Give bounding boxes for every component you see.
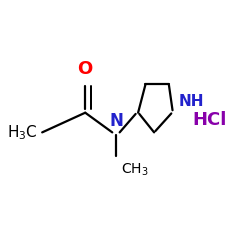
- Text: N: N: [109, 112, 123, 130]
- Text: NH: NH: [179, 94, 204, 109]
- Text: O: O: [78, 60, 93, 78]
- Text: HCl: HCl: [192, 111, 226, 129]
- Text: H$_3$C: H$_3$C: [6, 123, 37, 142]
- Text: CH$_3$: CH$_3$: [121, 162, 148, 178]
